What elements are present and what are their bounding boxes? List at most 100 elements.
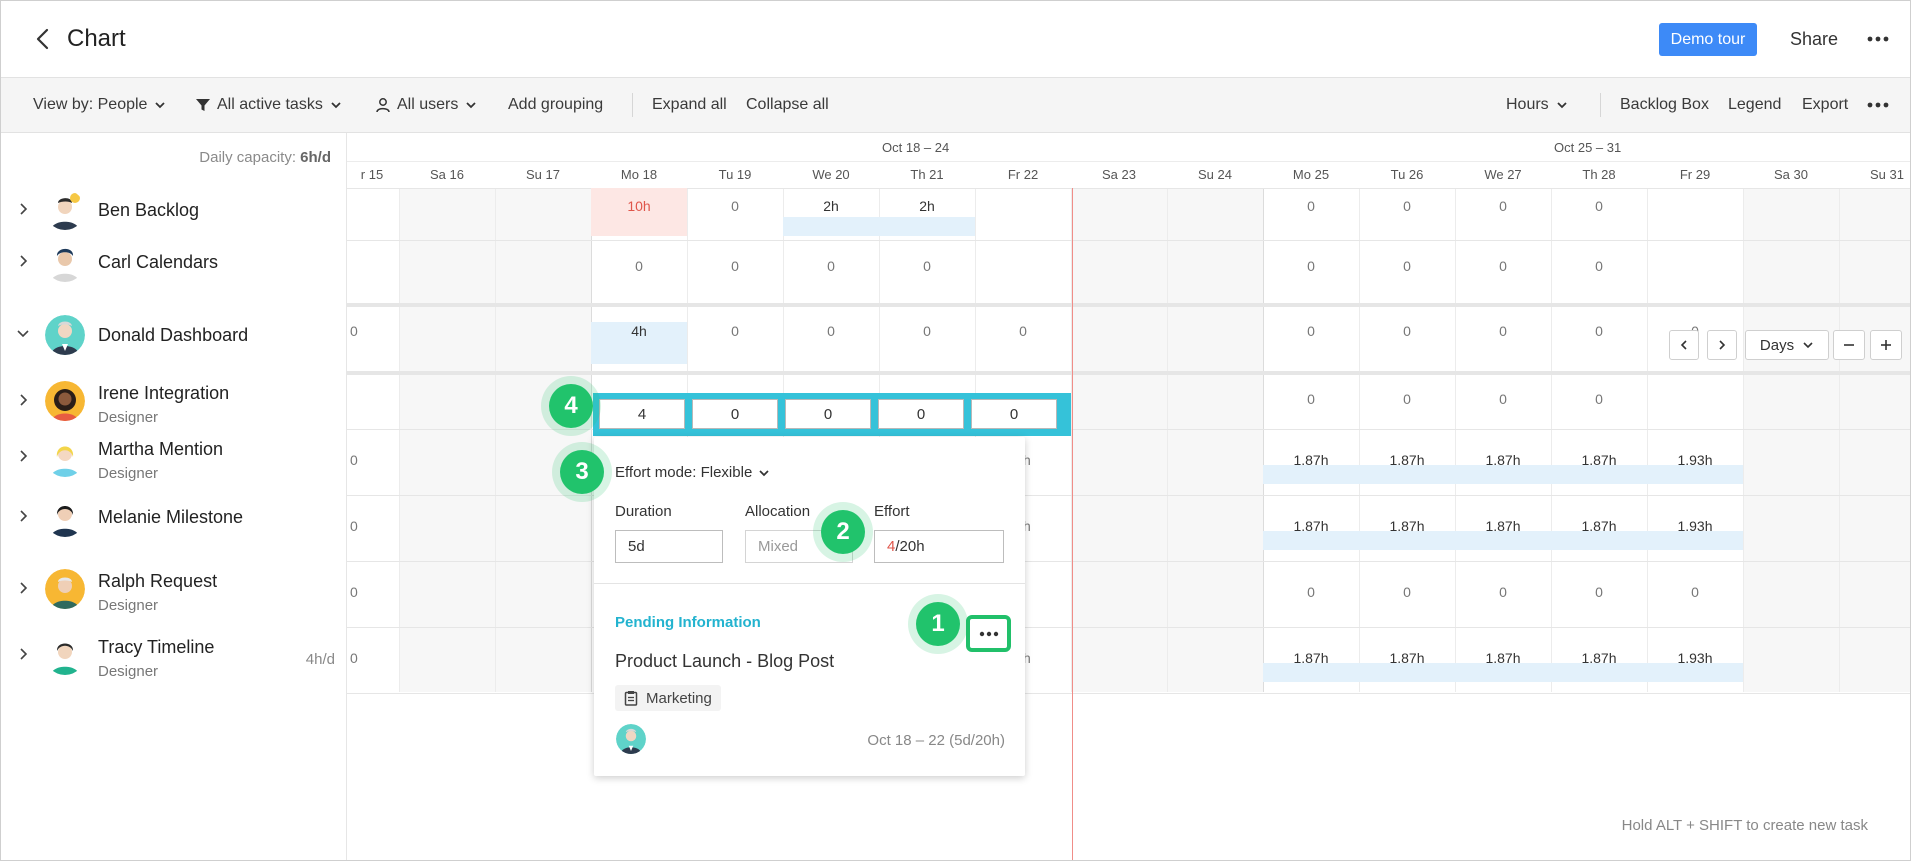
allocation-cell[interactable]: 0: [1499, 258, 1507, 274]
effort-mode-dropdown[interactable]: Effort mode: Flexible: [615, 464, 770, 481]
chevron-right-icon[interactable]: [15, 392, 31, 408]
allocation-cell[interactable]: 0: [1691, 584, 1699, 600]
person-row[interactable]: Donald Dashboard: [1, 305, 347, 373]
allocation-cell[interactable]: 1.87h: [1389, 452, 1425, 468]
allocation-input-tu19[interactable]: 0: [692, 399, 778, 429]
chevron-right-icon[interactable]: [15, 646, 31, 662]
task-title[interactable]: Product Launch - Blog Post: [615, 651, 835, 671]
person-row[interactable]: Martha Mention Designer: [1, 429, 347, 495]
allocation-cell[interactable]: 1.87h: [1293, 452, 1329, 468]
expand-all-button[interactable]: Expand all: [652, 96, 727, 113]
allocation-cell[interactable]: 0: [350, 518, 358, 534]
allocation-cell[interactable]: 0: [1595, 198, 1603, 214]
allocation-cell[interactable]: 0: [1499, 391, 1507, 407]
allocation-cell[interactable]: 0: [1307, 258, 1315, 274]
allocation-cell[interactable]: 0: [1307, 198, 1315, 214]
allocation-cell[interactable]: 1.93h: [1677, 650, 1713, 666]
allocation-cell[interactable]: 0: [350, 584, 358, 600]
chevron-right-icon[interactable]: [15, 508, 31, 524]
allocation-cell[interactable]: 1.93h: [1677, 452, 1713, 468]
chevron-down-icon[interactable]: [15, 326, 31, 342]
allocation-cell[interactable]: 2h: [919, 198, 935, 214]
duration-input[interactable]: 5d: [615, 530, 723, 563]
allocation-cell[interactable]: 1.87h: [1485, 452, 1521, 468]
users-dropdown[interactable]: All users: [375, 96, 478, 114]
backlog-box-button[interactable]: Backlog Box: [1620, 96, 1709, 113]
allocation-cell[interactable]: 1.87h: [1293, 518, 1329, 534]
allocation-cell[interactable]: 1.87h: [1293, 650, 1329, 666]
allocation-cell[interactable]: 0: [1403, 323, 1411, 339]
allocation-cell[interactable]: 2h: [823, 198, 839, 214]
units-dropdown[interactable]: Hours: [1506, 96, 1569, 114]
allocation-cell[interactable]: 1.87h: [1485, 518, 1521, 534]
allocation-cell[interactable]: 0: [1403, 584, 1411, 600]
person-row[interactable]: Ben Backlog: [1, 188, 347, 240]
zoom-out-button[interactable]: [1833, 330, 1865, 360]
add-grouping-button[interactable]: Add grouping: [508, 96, 604, 113]
allocation-cell[interactable]: 1.87h: [1581, 650, 1617, 666]
effort-input[interactable]: 4/20h: [874, 530, 1004, 563]
allocation-cell[interactable]: 0: [1499, 584, 1507, 600]
allocation-cell[interactable]: 0: [1499, 323, 1507, 339]
allocation-cell[interactable]: 1.87h: [1485, 650, 1521, 666]
toolbar-more-icon[interactable]: [1863, 93, 1893, 117]
allocation-cell[interactable]: 0: [827, 323, 835, 339]
chevron-right-icon[interactable]: [15, 201, 31, 217]
prev-period-button[interactable]: [1669, 330, 1699, 360]
allocation-cell[interactable]: 0: [1019, 323, 1027, 339]
person-row[interactable]: Carl Calendars: [1, 240, 347, 305]
allocation-cell[interactable]: 0: [350, 452, 358, 468]
allocation-cell[interactable]: 0: [1595, 391, 1603, 407]
chevron-right-icon[interactable]: [15, 580, 31, 596]
legend-button[interactable]: Legend: [1728, 96, 1782, 113]
share-button[interactable]: Share: [1790, 29, 1839, 49]
chevron-right-icon[interactable]: [15, 253, 31, 269]
task-filter-dropdown[interactable]: All active tasks: [195, 96, 343, 114]
allocation-cell[interactable]: 0: [1595, 584, 1603, 600]
allocation-cell[interactable]: 0: [1307, 323, 1315, 339]
chevron-right-icon[interactable]: [15, 448, 31, 464]
allocation-cell[interactable]: 0: [1595, 258, 1603, 274]
project-tag[interactable]: Marketing: [615, 685, 721, 711]
demo-tour-button[interactable]: Demo tour: [1659, 23, 1757, 56]
allocation-cell[interactable]: 1.87h: [1389, 518, 1425, 534]
allocation-cell[interactable]: 0: [923, 323, 931, 339]
export-button[interactable]: Export: [1802, 96, 1849, 113]
allocation-cell[interactable]: 4h: [631, 323, 647, 339]
allocation-cell[interactable]: 1.87h: [1581, 518, 1617, 534]
allocation-input-th21[interactable]: 0: [878, 399, 964, 429]
collapse-all-button[interactable]: Collapse all: [746, 96, 829, 113]
allocation-cell[interactable]: 0: [1499, 198, 1507, 214]
view-by-dropdown[interactable]: View by: People: [33, 96, 167, 114]
allocation-cell[interactable]: 0: [923, 258, 931, 274]
person-row[interactable]: Irene Integration Designer: [1, 373, 347, 429]
allocation-cell[interactable]: 1.93h: [1677, 518, 1713, 534]
more-options-icon[interactable]: [1863, 27, 1893, 51]
allocation-cell[interactable]: 0: [731, 198, 739, 214]
allocation-cell[interactable]: 0: [731, 323, 739, 339]
next-period-button[interactable]: [1707, 330, 1737, 360]
range-dropdown[interactable]: Days: [1745, 330, 1829, 360]
allocation-cell[interactable]: 0: [1307, 391, 1315, 407]
allocation-cell[interactable]: 1.87h: [1581, 452, 1617, 468]
allocation-input-mo18[interactable]: 4: [599, 399, 685, 429]
allocation-cell[interactable]: 0: [827, 258, 835, 274]
allocation-cell[interactable]: 0: [1403, 391, 1411, 407]
allocation-input-we20[interactable]: 0: [785, 399, 871, 429]
task-more-button[interactable]: [966, 615, 1011, 652]
zoom-in-button[interactable]: [1870, 330, 1902, 360]
allocation-cell[interactable]: 0: [350, 650, 358, 666]
allocation-cell[interactable]: 0: [1595, 323, 1603, 339]
person-row[interactable]: Ralph Request Designer: [1, 561, 347, 627]
allocation-cell[interactable]: 0: [1307, 584, 1315, 600]
allocation-cell[interactable]: 1.87h: [1389, 650, 1425, 666]
allocation-input-fr22[interactable]: 0: [971, 399, 1057, 429]
back-arrow-icon[interactable]: [29, 25, 57, 53]
allocation-cell[interactable]: 0: [635, 258, 643, 274]
allocation-cell[interactable]: 10h: [627, 198, 651, 214]
person-row[interactable]: Tracy Timeline Designer 4h/d: [1, 627, 347, 693]
allocation-cell[interactable]: 0: [1403, 198, 1411, 214]
allocation-cell[interactable]: 0: [731, 258, 739, 274]
person-row[interactable]: Melanie Milestone: [1, 495, 347, 561]
allocation-cell[interactable]: 0: [1403, 258, 1411, 274]
